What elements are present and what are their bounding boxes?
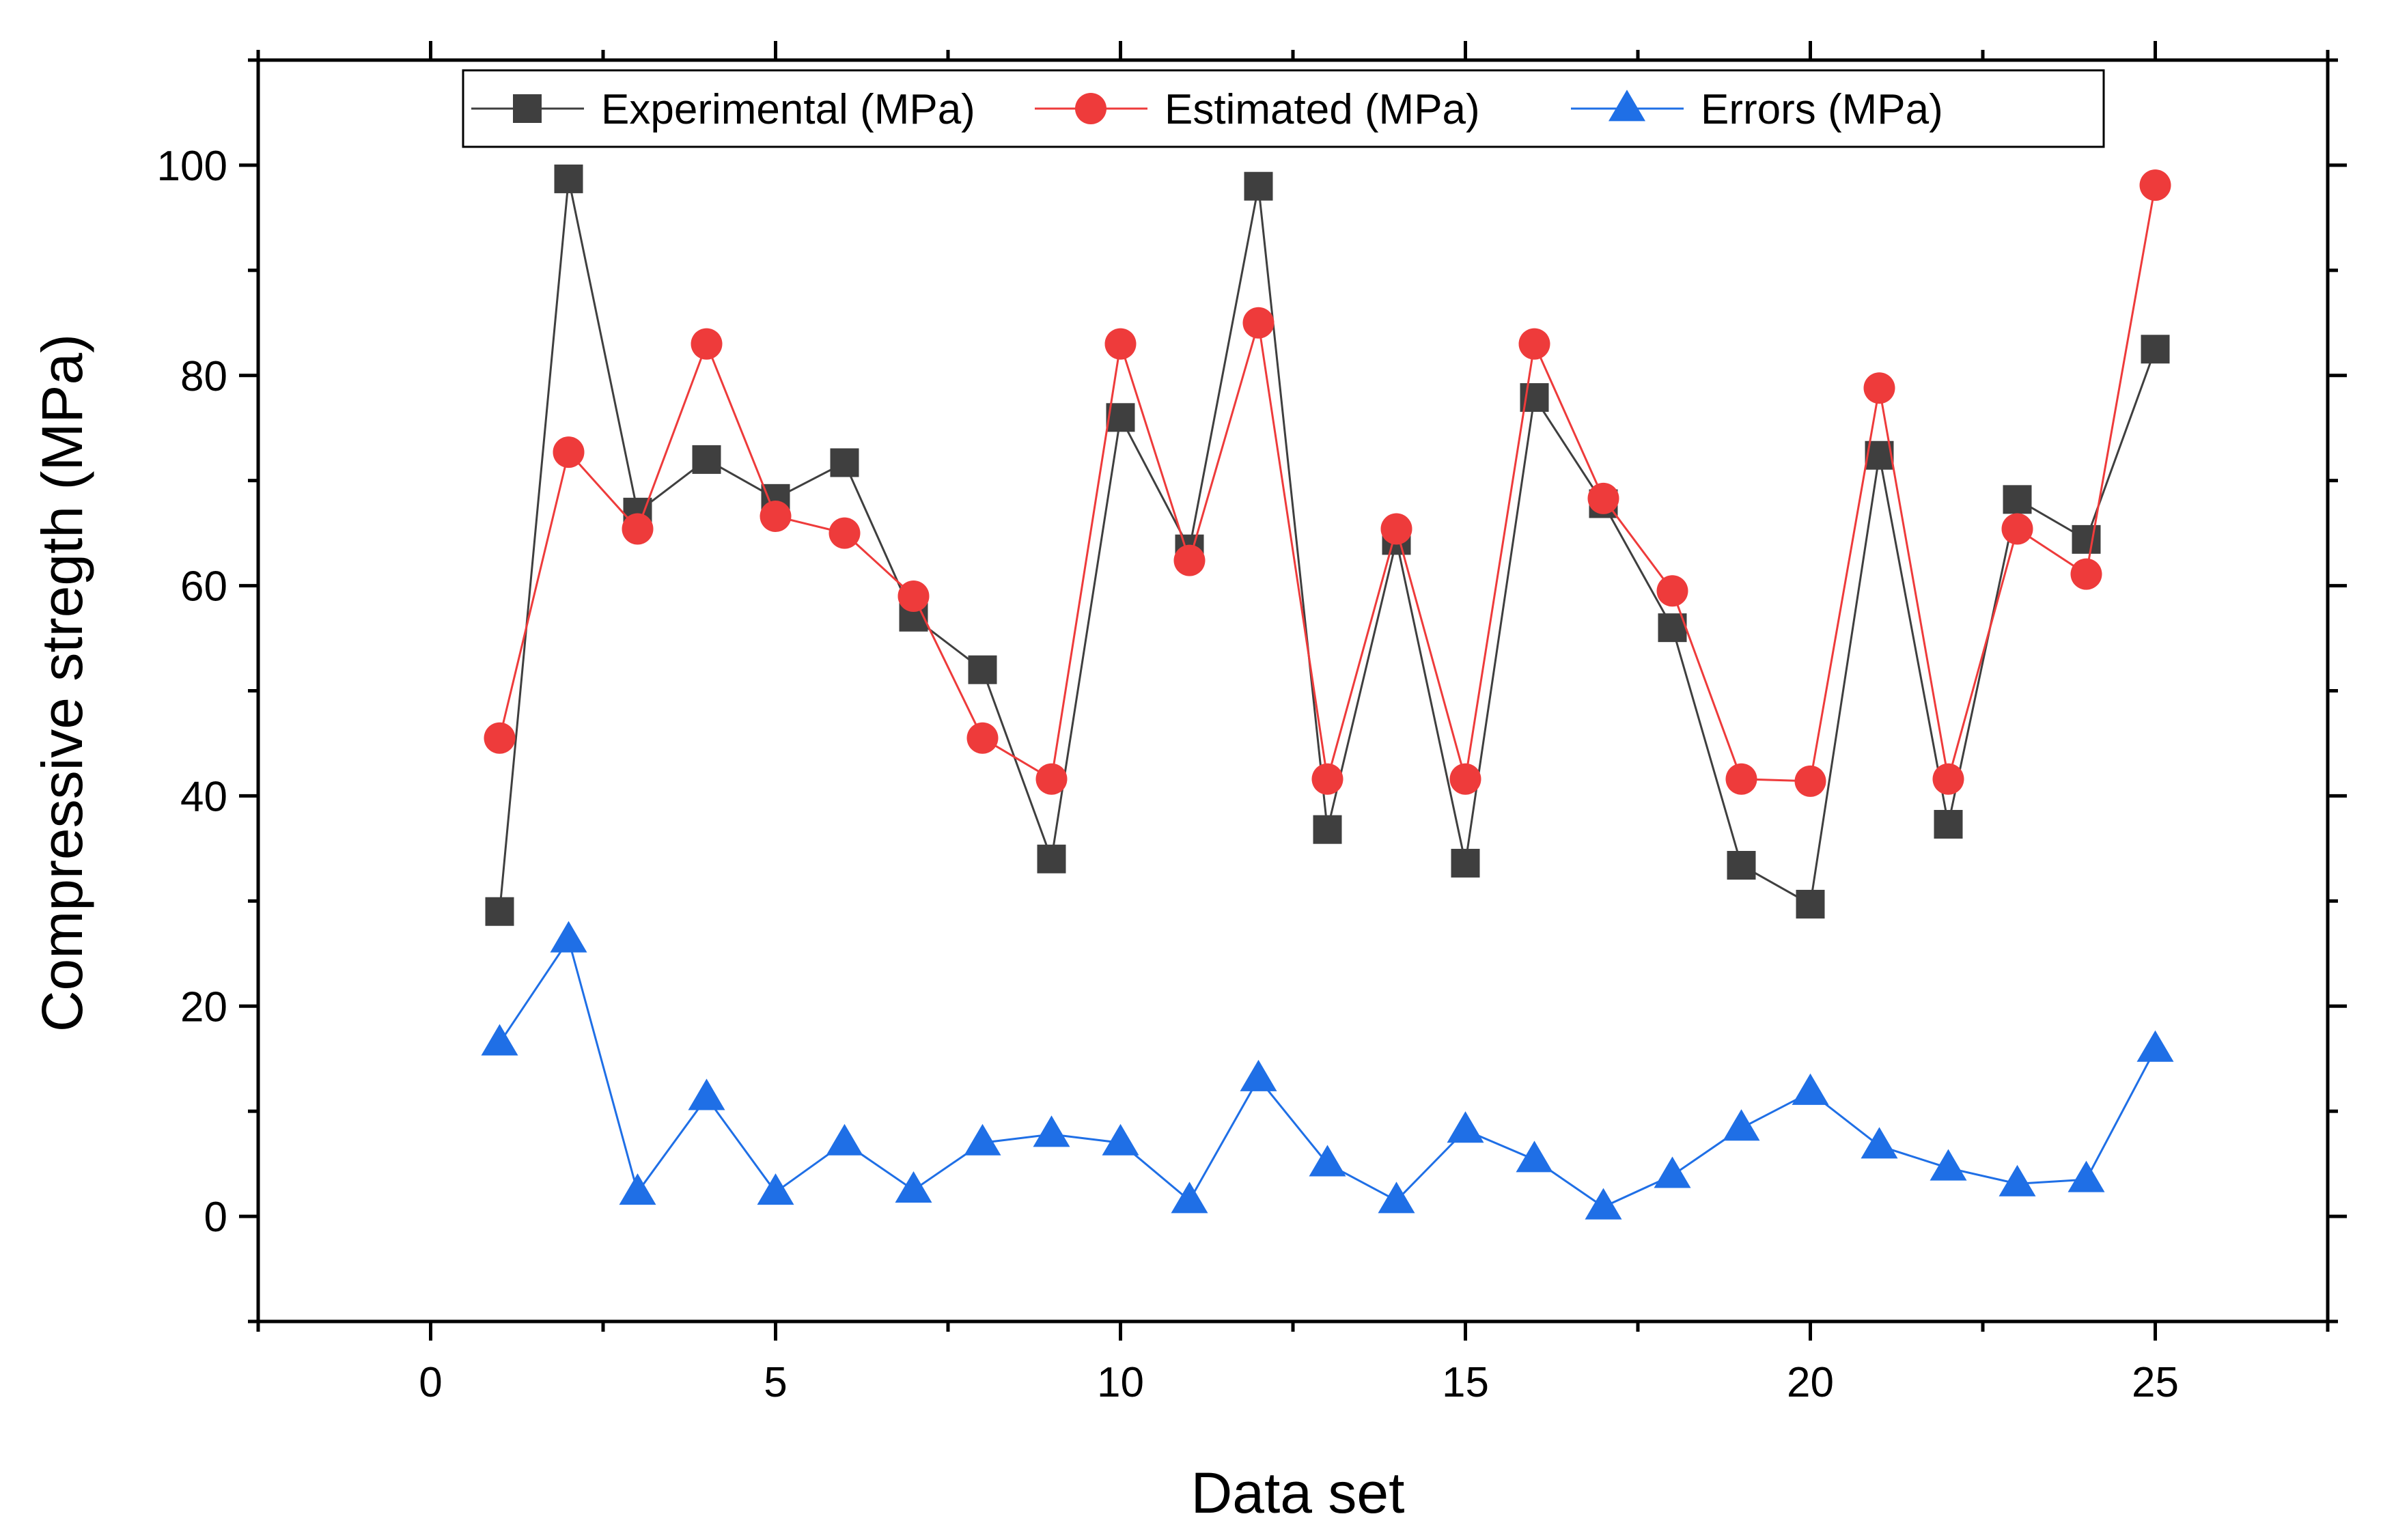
data-point <box>2001 513 2033 545</box>
data-point <box>829 517 861 549</box>
legend-marker <box>513 94 542 123</box>
data-point <box>1725 763 1757 795</box>
data-point <box>1727 851 1756 880</box>
legend-label: Errors (MPa) <box>1701 86 1943 133</box>
data-point <box>1244 171 1273 201</box>
data-point <box>897 580 930 612</box>
data-point <box>968 655 997 684</box>
series-1 <box>485 164 2170 926</box>
data-point <box>1104 328 1137 360</box>
y-tick-label: 0 <box>204 1194 227 1241</box>
data-point <box>757 1173 794 1205</box>
data-point <box>1796 889 1825 919</box>
data-point <box>1102 1123 1139 1156</box>
data-point <box>1033 1115 1070 1147</box>
data-point <box>1037 844 1066 873</box>
data-point <box>1173 544 1206 576</box>
data-point <box>2141 335 2170 364</box>
data-point <box>622 513 654 545</box>
y-tick-label: 80 <box>180 353 227 400</box>
data-point <box>2072 524 2101 554</box>
data-point <box>1999 1164 2036 1196</box>
data-point <box>830 448 859 477</box>
data-point <box>1654 1156 1691 1188</box>
legend-entry-2: Estimated (MPa) <box>1035 86 1480 133</box>
data-point <box>550 921 587 953</box>
data-point <box>1380 513 1412 545</box>
y-tick-label: 60 <box>180 563 227 611</box>
data-point <box>1934 809 1963 839</box>
data-point <box>1930 1149 1967 1181</box>
data-point <box>2139 169 2171 201</box>
data-point <box>1792 1073 1829 1105</box>
data-point <box>1447 1111 1484 1143</box>
data-point <box>1378 1181 1415 1214</box>
legend-entry-1: Experimental (MPa) <box>471 86 975 133</box>
data-point <box>692 445 721 474</box>
data-point <box>485 897 514 926</box>
data-point <box>895 1171 932 1203</box>
y-tick-label: 100 <box>157 143 227 190</box>
data-point <box>1242 307 1275 339</box>
x-tick-label: 10 <box>1097 1359 1144 1406</box>
data-point <box>1656 575 1688 607</box>
series-3 <box>481 921 2174 1220</box>
data-point <box>688 1078 725 1110</box>
series-2 <box>484 169 2171 797</box>
data-point <box>1311 763 1343 795</box>
data-point <box>1794 765 1826 797</box>
series-layer <box>481 164 2174 1220</box>
x-tick-label: 20 <box>1787 1359 1834 1406</box>
y-tick-label: 20 <box>180 983 227 1031</box>
data-point <box>1449 763 1481 795</box>
data-point <box>964 1123 1001 1156</box>
legend-label: Experimental (MPa) <box>601 86 975 133</box>
data-point <box>1861 1127 1898 1159</box>
data-point <box>1451 848 1480 878</box>
data-point <box>1518 328 1550 360</box>
legend-marker <box>1609 89 1645 122</box>
legend-entry-3: Errors (MPa) <box>1571 86 1943 133</box>
legend-label: Estimated (MPa) <box>1165 86 1480 133</box>
data-point <box>1309 1145 1346 1177</box>
data-point <box>554 164 583 193</box>
y-axis-title: Compressive stregth (MPa) <box>30 334 94 1032</box>
data-point <box>619 1173 656 1205</box>
data-point <box>481 1024 518 1056</box>
data-point <box>2003 485 2032 514</box>
data-point <box>1035 763 1068 795</box>
data-point <box>1587 482 1619 514</box>
data-point <box>760 500 792 532</box>
data-point <box>1932 763 1964 795</box>
x-tick-label: 25 <box>2132 1359 2179 1406</box>
legend: Experimental (MPa) Estimated (MPa) Errors … <box>462 69 2105 148</box>
x-tick-label: 0 <box>419 1359 442 1406</box>
data-point <box>966 722 999 754</box>
plot-frame <box>256 58 2330 1324</box>
data-point <box>2067 1160 2105 1192</box>
data-point <box>1313 815 1342 844</box>
data-point <box>1723 1109 1760 1141</box>
data-point <box>691 328 723 360</box>
data-point <box>2070 558 2102 590</box>
data-point <box>826 1123 863 1156</box>
data-point <box>2136 1030 2174 1062</box>
legend-box <box>462 69 2105 148</box>
data-point <box>553 436 585 468</box>
data-point <box>1171 1181 1208 1214</box>
data-point <box>1516 1140 1553 1173</box>
y-tick-label: 40 <box>180 773 227 820</box>
legend-marker <box>1075 93 1106 124</box>
data-point <box>484 722 516 754</box>
axes-layer: 0 5 10 15 20 25 0 20 40 60 80 100 <box>157 41 2347 1406</box>
data-point <box>1585 1188 1622 1220</box>
x-tick-label: 15 <box>1442 1359 1489 1406</box>
x-axis-title: Data set <box>1191 1461 1405 1525</box>
x-tick-label: 5 <box>764 1359 787 1406</box>
data-point <box>1863 372 1895 404</box>
data-point <box>1240 1059 1277 1091</box>
